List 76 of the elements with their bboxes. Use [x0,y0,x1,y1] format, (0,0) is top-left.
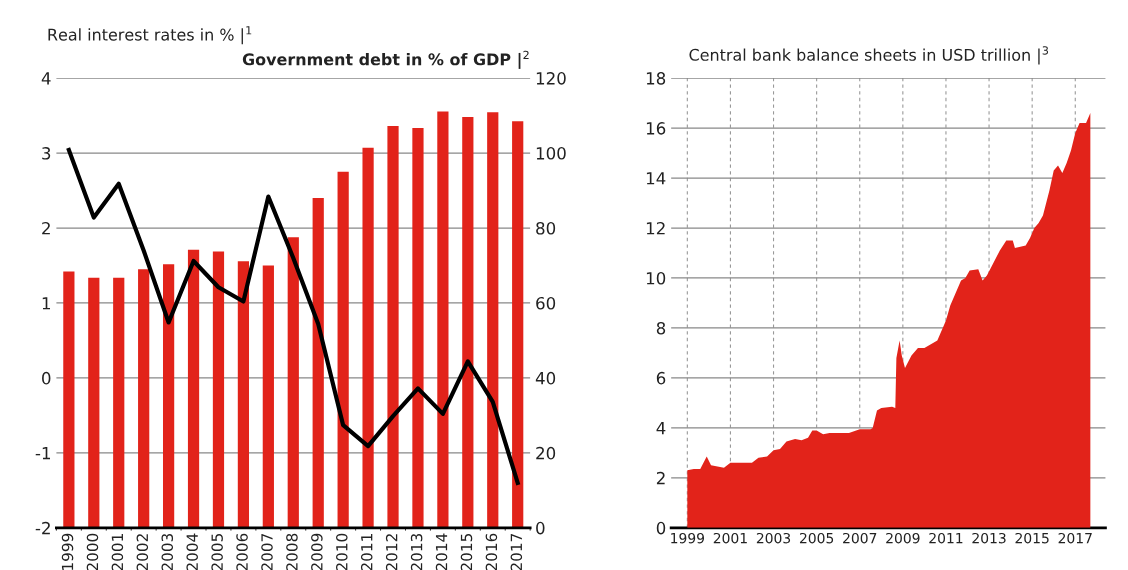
bar [512,121,524,528]
bar [212,251,225,528]
bar [113,277,125,528]
line-series [66,147,520,485]
x-tick-label: 2007 [843,532,877,544]
y-tick-label: -2 [35,521,50,535]
bar [387,126,399,528]
y2-tick-label: 40 [535,371,556,385]
y-tick-label: 8 [656,321,666,335]
y-tick-label: 3 [42,147,51,160]
y2-tick-label: 0 [536,521,545,535]
y-axis-title: Central bank balance sheets in USD trillion |$^{3}$ [689,46,1049,65]
bar [362,147,374,528]
y-tick-label: 14 [646,172,666,185]
x-tick-label: 2001 [111,534,124,570]
x-tick-label: 2008 [286,533,298,570]
x-tick-label: 2005 [211,534,223,570]
y2-tick-label: 20 [536,446,556,460]
x-tick-label: 2011 [360,534,373,570]
x-tick-label: 2010 [336,533,348,570]
y-tick-label: 12 [646,221,665,235]
bar [312,198,324,528]
x-tick-label: 2000 [86,533,99,570]
bar [287,237,299,528]
x-tick-label: 2009 [311,533,323,570]
y2-axis-title: Government debt in % of GDP |$^{2}$ [242,50,529,69]
x-tick-label: 2013 [972,532,1006,544]
bar [138,269,150,528]
bar [237,261,250,528]
y2-tick-label: 120 [536,72,566,85]
x-tick-label: 2016 [485,533,498,570]
bar [487,112,499,528]
x-tick-label: 2004 [186,533,198,570]
y-tick-label: 2 [656,471,665,485]
bar [437,111,449,528]
x-tick-label: 2017 [1058,532,1092,544]
y-tick-label: 6 [656,371,666,385]
bar [462,117,474,528]
bar [163,264,175,528]
bar [88,277,100,528]
y-tick-label: 10 [646,271,666,285]
x-tick-label: 2014 [435,533,448,570]
x-tick-label: 1999 [671,532,705,544]
bar [337,171,349,528]
x-tick-label: 2007 [261,533,273,570]
y-axis-title: Real interest rates in % |$^{1}$ [48,26,252,45]
x-tick-label: 2002 [136,534,149,570]
x-tick-label: 2003 [161,533,174,570]
bar [187,249,200,528]
x-tick-label: 2001 [713,532,747,544]
bar [63,271,75,528]
y-tick-label: -1 [35,447,50,460]
x-tick-label: 2015 [1015,532,1049,544]
x-tick-label: 2005 [799,532,834,544]
y-tick-label: 0 [656,521,666,535]
x-tick-label: 2015 [460,534,473,570]
bar [262,265,274,528]
x-tick-label: 2011 [929,532,963,544]
y-tick-label: 18 [646,72,666,85]
y-tick-label: 2 [42,221,50,235]
y2-tick-label: 60 [536,296,556,310]
y2-tick-label: 100 [536,147,566,160]
y-tick-label: 16 [646,122,666,135]
x-tick-label: 1999 [61,533,74,570]
y-tick-label: 1 [42,297,50,310]
y-tick-label: 4 [41,72,51,85]
x-tick-label: 2003 [756,532,791,544]
bar [412,127,424,528]
x-tick-label: 2017 [510,533,523,570]
x-tick-label: 2012 [385,534,398,570]
x-tick-label: 2009 [886,532,920,544]
y-tick-label: 4 [656,422,666,435]
x-tick-label: 2013 [410,533,423,570]
y2-tick-label: 80 [536,221,556,235]
y-tick-label: 0 [42,371,51,385]
x-tick-label: 2006 [236,533,248,570]
